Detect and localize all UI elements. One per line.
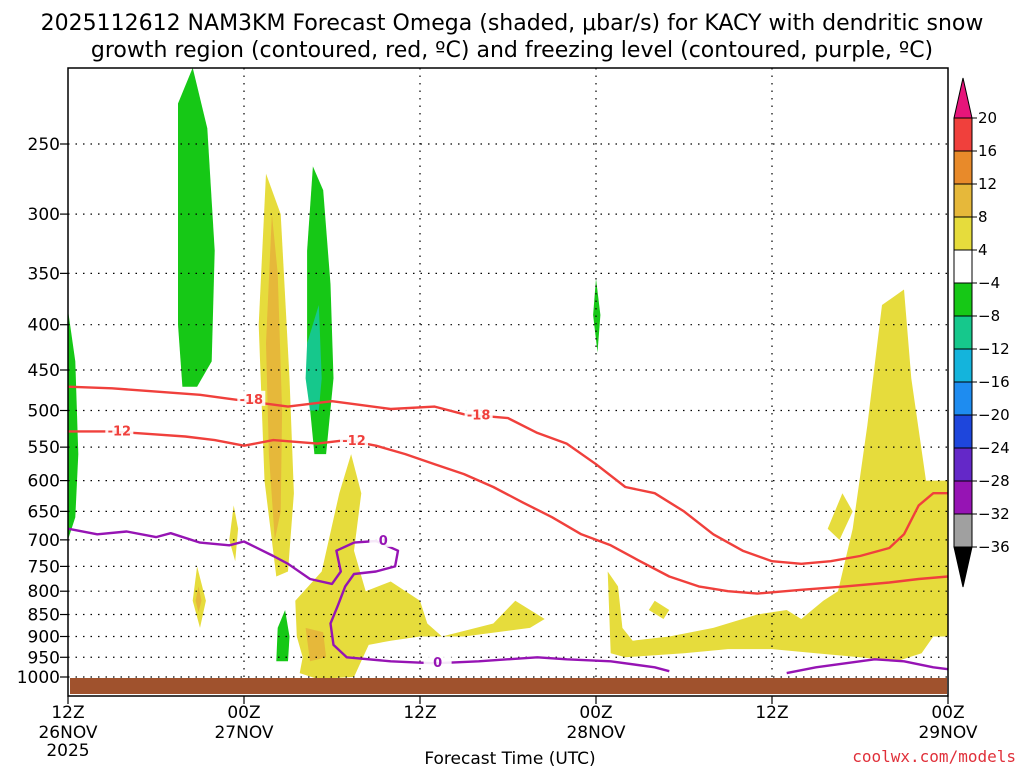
colorbar-box-1: [953, 117, 973, 152]
y-tick-label-600: 600: [28, 472, 60, 492]
colorbar-label-0: 20: [978, 109, 997, 127]
y-tick-label-950: 950: [28, 648, 60, 668]
contour-label-bg: [369, 531, 398, 547]
omega-region-4: [593, 278, 601, 353]
x-axis-title: Forecast Time (UTC): [424, 749, 595, 768]
contour-lines: -18 -18 -12 -12 0 0: [67, 385, 949, 675]
y-tick-label-400: 400: [28, 316, 60, 336]
contour-label-bg: [423, 654, 452, 670]
x-tick-label-60-l1: 00Z: [931, 703, 964, 723]
colorbar-label-6: −8: [978, 307, 1000, 325]
colorbar-label-11: −28: [978, 472, 1010, 490]
contour-label-0: 0: [379, 534, 388, 549]
y-tick-label-900: 900: [28, 627, 60, 647]
contour-label-bg: [237, 390, 266, 406]
y-tick-label-650: 650: [28, 502, 60, 522]
contour-label-bg: [340, 432, 368, 448]
y-tick-label-500: 500: [28, 402, 60, 422]
colorbar-label-9: −20: [978, 406, 1010, 424]
colorbar-label-1: 16: [978, 142, 997, 160]
colorbar-box-2: [953, 150, 973, 185]
omega-region-15: [195, 586, 202, 613]
y-tick-label-450: 450: [28, 361, 60, 381]
y-tick-label-850: 850: [28, 606, 60, 626]
x-tick-label-12-l2: 27NOV: [214, 723, 273, 743]
omega-regions: [68, 67, 948, 679]
y-tick-label-1000: 1000: [17, 668, 60, 688]
colorbar-box-5: [953, 249, 973, 284]
y-tick-label-350: 350: [28, 264, 60, 284]
colorbar-label-5: −4: [978, 274, 1000, 292]
contour-frz-0: [67, 527, 670, 673]
omega-region-3: [68, 310, 79, 540]
contour-label-0: 0: [433, 656, 442, 671]
contour-label--12: -12: [108, 425, 132, 440]
x-tick-label-36-l2: 28NOV: [566, 723, 625, 743]
contour-label-bg: [464, 406, 493, 422]
y-tick-label-750: 750: [28, 557, 60, 577]
ground-surface: [70, 678, 947, 694]
contour-label--18: -18: [467, 408, 491, 423]
colorbar-box-12: [953, 480, 973, 515]
omega-region-7: [266, 214, 283, 540]
omega-region-10: [607, 289, 948, 662]
x-tick-label-0-l3: 2025: [46, 741, 89, 761]
omega-region-8: [295, 454, 545, 679]
contour-label--12: -12: [342, 434, 366, 449]
x-tick-label-0-l1: 12Z: [51, 703, 84, 723]
colorbar-top-arrow: [953, 77, 973, 119]
y-tick-label-550: 550: [28, 438, 60, 458]
x-tick-label-60-l2: 29NOV: [918, 723, 977, 743]
source-credit: coolwx.com/models: [852, 747, 1016, 766]
y-tick-label-300: 300: [28, 205, 60, 225]
x-tick-label-48-l1: 12Z: [755, 703, 788, 723]
colorbar-label-7: −12: [978, 340, 1010, 358]
plot-frame: [67, 67, 949, 697]
colorbar-box-3: [953, 183, 973, 218]
colorbar-box-4: [953, 216, 973, 251]
colorbar-label-8: −16: [978, 373, 1010, 391]
colorbar-label-2: 12: [978, 175, 997, 193]
colorbar-label-3: 8: [978, 208, 988, 226]
colorbar-box-8: [953, 348, 973, 383]
contour-label-bg: [105, 422, 134, 438]
x-tick-label-36-l1: 00Z: [579, 703, 612, 723]
omega-region-0: [178, 67, 215, 387]
chart-title-line1: 2025112612 NAM3KM Forecast Omega (shaded…: [41, 11, 984, 36]
contour-label--18: -18: [240, 393, 264, 408]
colorbar-bottom-arrow: [953, 546, 973, 588]
y-tick-label-800: 800: [28, 582, 60, 602]
contour-dgz--12: [68, 430, 949, 595]
colorbar-box-6: [953, 282, 973, 317]
y-tick-label-250: 250: [28, 135, 60, 155]
colorbar-label-12: −32: [978, 505, 1010, 523]
colorbar-label-13: −36: [978, 538, 1010, 556]
omega-region-9: [305, 627, 327, 662]
colorbar-box-10: [953, 414, 973, 449]
x-tick-label-0-l2: 26NOV: [38, 723, 97, 743]
x-tick-label-12-l1: 00Z: [227, 703, 260, 723]
omega-region-13: [229, 505, 239, 562]
y-tick-label-700: 700: [28, 531, 60, 551]
colorbar-label-10: −24: [978, 439, 1010, 457]
omega-region-2: [305, 305, 322, 411]
colorbar: 20 16 12 8 4 −4 −8 −12 −16 −20 −24 −28 −32 −36: [953, 77, 1010, 588]
colorbar-box-9: [953, 381, 973, 416]
plot-area: [68, 68, 948, 696]
colorbar-label-4: 4: [978, 241, 988, 259]
chart-title-line2: growth region (contoured, red, ºC) and f…: [91, 38, 933, 63]
colorbar-box-13: [953, 513, 973, 548]
omega-region-11: [827, 493, 853, 540]
x-tick-label-24-l1: 12Z: [403, 703, 436, 723]
colorbar-box-11: [953, 447, 973, 482]
y-axis-ticks: 2503003504004505005506006507007508008509…: [17, 135, 68, 688]
contour-frz-0b: [786, 658, 949, 675]
omega-region-5: [276, 610, 290, 662]
colorbar-box-7: [953, 315, 973, 350]
omega-region-12: [648, 600, 670, 619]
